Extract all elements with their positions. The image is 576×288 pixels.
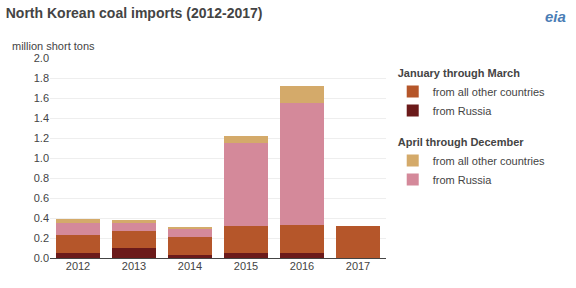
svg-text:0.6: 0.6 bbox=[34, 192, 49, 204]
svg-text:1.0: 1.0 bbox=[34, 152, 49, 164]
svg-text:0.8: 0.8 bbox=[34, 172, 49, 184]
svg-text:0.0: 0.0 bbox=[34, 252, 49, 264]
svg-text:2016: 2016 bbox=[290, 260, 314, 272]
svg-text:from all other countries: from all other countries bbox=[433, 155, 545, 167]
svg-text:2015: 2015 bbox=[234, 260, 258, 272]
svg-text:1.4: 1.4 bbox=[34, 112, 49, 124]
svg-text:1.2: 1.2 bbox=[34, 132, 49, 144]
svg-text:2017: 2017 bbox=[346, 260, 370, 272]
svg-text:0.4: 0.4 bbox=[34, 212, 49, 224]
svg-text:2014: 2014 bbox=[178, 260, 202, 272]
svg-text:from all other countries: from all other countries bbox=[433, 86, 545, 98]
svg-text:from Russia: from Russia bbox=[433, 105, 493, 117]
svg-text:0.2: 0.2 bbox=[34, 232, 49, 244]
svg-text:January through March: January through March bbox=[398, 67, 521, 79]
svg-text:2.0: 2.0 bbox=[34, 52, 49, 64]
svg-text:2013: 2013 bbox=[122, 260, 146, 272]
svg-text:eia: eia bbox=[545, 8, 566, 25]
svg-text:2012: 2012 bbox=[66, 260, 90, 272]
svg-text:North Korean coal imports (201: North Korean coal imports (2012-2017) bbox=[6, 5, 263, 21]
svg-text:from Russia: from Russia bbox=[433, 174, 493, 186]
svg-text:April through December: April through December bbox=[398, 136, 525, 148]
svg-text:1.6: 1.6 bbox=[34, 92, 49, 104]
svg-text:million short tons: million short tons bbox=[12, 40, 95, 52]
svg-text:1.8: 1.8 bbox=[34, 72, 49, 84]
